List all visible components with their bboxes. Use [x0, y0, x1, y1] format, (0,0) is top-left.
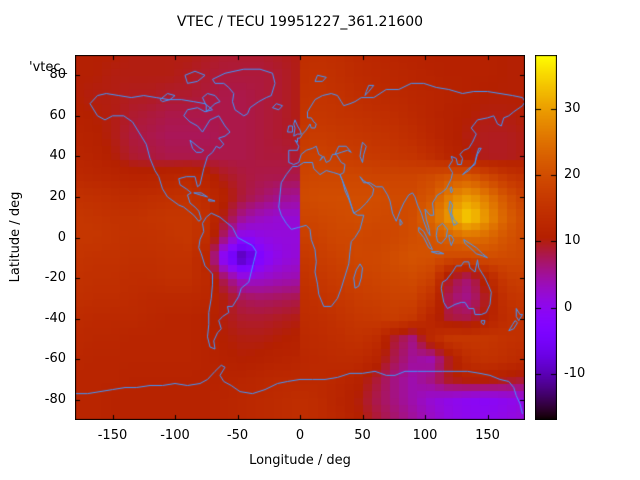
y-tick-label: -40 [44, 310, 66, 326]
y-tick-label: 0 [57, 229, 66, 245]
x-tick-label: -150 [97, 428, 128, 443]
chart-title: VTEC / TECU 19951227_361.21600 [176, 14, 424, 30]
x-tick-label: 0 [295, 428, 305, 443]
x-tick-label: -50 [226, 428, 249, 443]
y-tick-label: -60 [44, 351, 66, 367]
colorbar-tick-label: 0 [564, 299, 573, 315]
colorbar-canvas [535, 55, 557, 420]
colorbar-tick-label: 20 [564, 167, 581, 183]
y-tick-label: 80 [49, 67, 66, 83]
y-tick-label: 40 [49, 148, 66, 164]
x-tick-label: 150 [475, 428, 500, 443]
colorbar-tick-label: 30 [564, 101, 581, 117]
y-tick-label: 20 [49, 188, 66, 204]
x-tick-label: 50 [354, 428, 371, 443]
vtec-heatmap-canvas [75, 55, 525, 420]
y-tick-label: -80 [44, 391, 66, 407]
x-tick-label: 100 [412, 428, 438, 443]
overlay-text-label: 'vtec_ [29, 60, 68, 75]
x-tick-label: -100 [160, 428, 190, 443]
colorbar-tick-label: 10 [564, 233, 581, 249]
y-tick-label: -20 [44, 270, 66, 286]
x-axis-title: Longitude / deg [249, 453, 351, 468]
y-tick-label: 60 [49, 107, 66, 123]
colorbar-tick-label: -10 [564, 365, 586, 381]
y-axis-title: Latitude / deg [8, 191, 23, 283]
